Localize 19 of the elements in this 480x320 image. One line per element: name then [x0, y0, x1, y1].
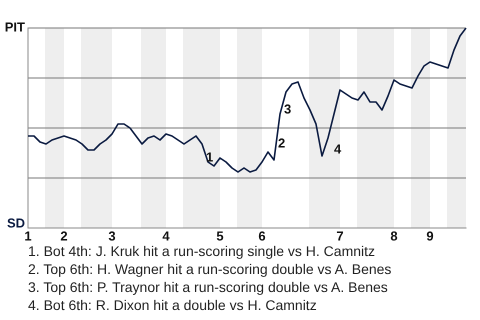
- x-tick-label: 7: [336, 228, 344, 244]
- annotation: 3: [284, 102, 292, 117]
- x-tick-label: 8: [390, 228, 398, 244]
- x-tick-label: 9: [426, 228, 434, 244]
- annotation: 4: [334, 142, 342, 157]
- x-tick-label: 6: [258, 228, 266, 244]
- x-tick-label: 5: [216, 228, 224, 244]
- annotation: 2: [278, 136, 286, 151]
- text: PIT: [4, 20, 26, 35]
- text: 3. Top 6th: P. Traynor hit a run-scoring double vs A. Benes: [28, 278, 389, 296]
- text: SD: [6, 216, 25, 231]
- text: 2. Top 6th: H. Wagner hit a run-scoring double vs A. Benes: [28, 260, 392, 278]
- x-tick-label: 1: [24, 228, 32, 244]
- x-tick-label: 2: [60, 228, 68, 244]
- x-tick-label: 3: [108, 228, 116, 244]
- annotation: 1: [206, 150, 214, 165]
- text: 4. Bot 6th: R. Dixon hit a double vs H. Camnitz: [28, 296, 318, 314]
- x-tick-label: 4: [162, 228, 170, 244]
- text: 1. Bot 4th: J. Kruk hit a run-scoring single vs H. Camnitz: [28, 242, 376, 260]
